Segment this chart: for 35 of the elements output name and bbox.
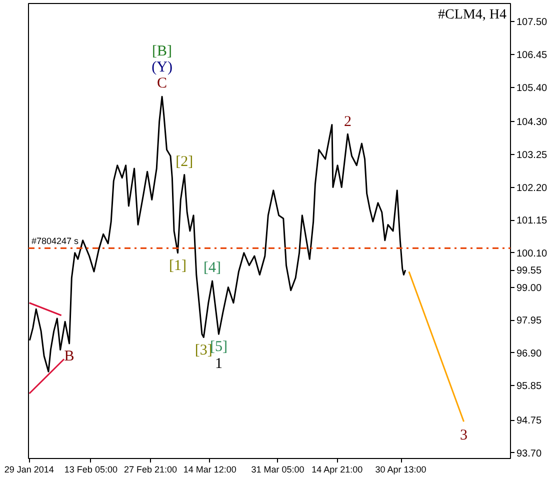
chart-title: #CLM4, H4 bbox=[438, 8, 507, 22]
x-tick-label: 29 Jan 2014 bbox=[4, 464, 54, 474]
annotation: [3] bbox=[194, 342, 212, 358]
y-tick-label: 107.50 bbox=[516, 17, 548, 28]
y-tick-label: 104.30 bbox=[516, 117, 548, 128]
x-tick-label: 14 Mar 12:00 bbox=[183, 464, 236, 474]
y-tick-label: 100.10 bbox=[516, 248, 548, 260]
y-tick-label: 99.55 bbox=[516, 266, 542, 277]
y-tick-label: 99.00 bbox=[516, 282, 542, 294]
annotation: (Y) bbox=[152, 60, 172, 76]
ref-line-label: #7804247 s bbox=[32, 236, 80, 246]
y-tick-label: 96.90 bbox=[516, 348, 542, 360]
y-tick-label: 93.70 bbox=[516, 448, 542, 460]
y-tick-label: 101.15 bbox=[516, 216, 548, 227]
annotation: B bbox=[64, 348, 74, 364]
annotation: 1 bbox=[214, 356, 222, 372]
y-tick-label: 102.20 bbox=[516, 182, 548, 194]
x-tick-label: 31 Mar 05:00 bbox=[251, 464, 304, 474]
x-tick-label: 27 Feb 21:00 bbox=[124, 464, 178, 474]
annotation: [4] bbox=[204, 260, 222, 276]
y-tick-label: 94.75 bbox=[516, 416, 542, 427]
x-tick-label: 14 Apr 21:00 bbox=[312, 464, 363, 474]
y-tick-label: 103.25 bbox=[516, 150, 548, 161]
y-tick-label: 105.40 bbox=[516, 82, 548, 94]
y-tick-label: 95.85 bbox=[516, 381, 542, 392]
annotation: 2 bbox=[344, 114, 352, 130]
x-tick-label: 13 Feb 05:00 bbox=[64, 464, 118, 474]
annotation: [2] bbox=[176, 154, 194, 170]
annotation: C bbox=[157, 76, 168, 92]
y-tick-label: 106.45 bbox=[516, 50, 548, 61]
y-tick-label: 97.95 bbox=[516, 316, 542, 327]
x-tick-label: 30 Apr 13:00 bbox=[375, 464, 426, 474]
annotation: [B] bbox=[152, 44, 172, 60]
annotation: [1] bbox=[169, 258, 187, 274]
annotation: 3 bbox=[460, 428, 468, 444]
